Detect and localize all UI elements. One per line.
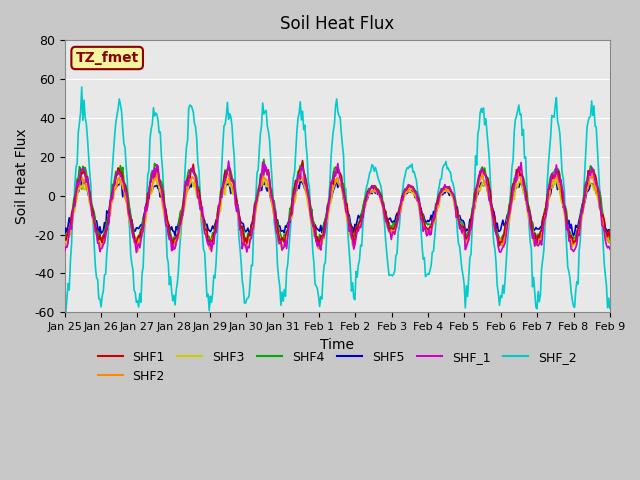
SHF3	[463, 238, 470, 244]
SHF1	[230, 184, 238, 190]
SHF4	[464, 230, 472, 236]
SHF3	[552, 174, 560, 180]
SHF_1	[61, 248, 68, 254]
SHF_1	[394, 216, 402, 222]
SHF3	[61, 240, 68, 245]
Y-axis label: Soil Heat Flux: Soil Heat Flux	[15, 129, 29, 224]
SHF4	[606, 237, 614, 243]
SHF_1	[368, 185, 376, 191]
SHF5	[292, 191, 300, 196]
SHF1	[606, 234, 614, 240]
Line: SHF_2: SHF_2	[65, 87, 610, 316]
Title: Soil Heat Flux: Soil Heat Flux	[280, 15, 394, 33]
SHF2	[292, 186, 300, 192]
SHF_2	[78, 84, 86, 90]
SHF5	[463, 227, 470, 232]
SHF5	[393, 210, 401, 216]
SHF3	[558, 201, 566, 206]
SHF1	[558, 192, 566, 198]
SHF_1	[464, 240, 472, 246]
SHF1	[495, 243, 503, 249]
SHF4	[260, 156, 268, 162]
SHF4	[292, 178, 300, 183]
X-axis label: Time: Time	[320, 337, 355, 352]
SHF5	[77, 175, 84, 181]
SHF3	[278, 248, 286, 253]
SHF1	[463, 236, 470, 242]
Legend: SHF1, SHF2, SHF3, SHF4, SHF5, SHF_1, SHF_2: SHF1, SHF2, SHF3, SHF4, SHF5, SHF_1, SHF…	[93, 346, 582, 388]
SHF_2	[557, 147, 564, 153]
SHF2	[393, 218, 401, 224]
SHF3	[367, 187, 374, 193]
SHF3	[230, 189, 238, 195]
SHF_2	[393, 251, 401, 257]
Line: SHF3: SHF3	[65, 177, 610, 251]
SHF3	[606, 240, 614, 245]
SHF4	[314, 240, 321, 246]
Line: SHF1: SHF1	[65, 160, 610, 246]
SHF2	[61, 242, 68, 248]
SHF_2	[61, 313, 68, 319]
SHF_2	[463, 283, 470, 289]
SHF5	[232, 194, 239, 200]
SHF_2	[292, 148, 300, 154]
SHF2	[367, 190, 374, 195]
SHF3	[292, 196, 300, 202]
SHF_1	[225, 158, 232, 164]
Line: SHF4: SHF4	[65, 159, 610, 243]
SHF1	[299, 157, 307, 163]
SHF5	[606, 228, 614, 233]
Line: SHF_1: SHF_1	[65, 161, 610, 252]
SHF4	[368, 182, 376, 188]
SHF4	[230, 183, 238, 189]
SHF_2	[367, 168, 374, 174]
SHF_2	[232, 185, 239, 191]
SHF_1	[233, 208, 241, 214]
SHF1	[367, 185, 374, 191]
SHF1	[61, 236, 68, 242]
Line: SHF2: SHF2	[65, 171, 610, 252]
SHF2	[463, 242, 470, 248]
SHF2	[479, 168, 486, 174]
SHF2	[232, 203, 239, 208]
SHF_1	[606, 246, 614, 252]
Line: SHF5: SHF5	[65, 178, 610, 237]
Text: TZ_fmet: TZ_fmet	[76, 51, 139, 65]
SHF4	[61, 234, 68, 240]
SHF2	[558, 195, 566, 201]
SHF1	[393, 217, 401, 223]
SHF_1	[132, 250, 140, 255]
SHF1	[291, 183, 298, 189]
SHF5	[557, 192, 564, 198]
SHF_1	[558, 185, 566, 191]
SHF_1	[293, 179, 301, 185]
SHF_2	[606, 305, 614, 311]
SHF5	[61, 234, 68, 240]
SHF2	[134, 249, 141, 254]
SHF4	[394, 211, 402, 217]
SHF2	[606, 240, 614, 246]
SHF4	[558, 187, 566, 193]
SHF5	[367, 189, 374, 195]
SHF3	[393, 225, 401, 230]
